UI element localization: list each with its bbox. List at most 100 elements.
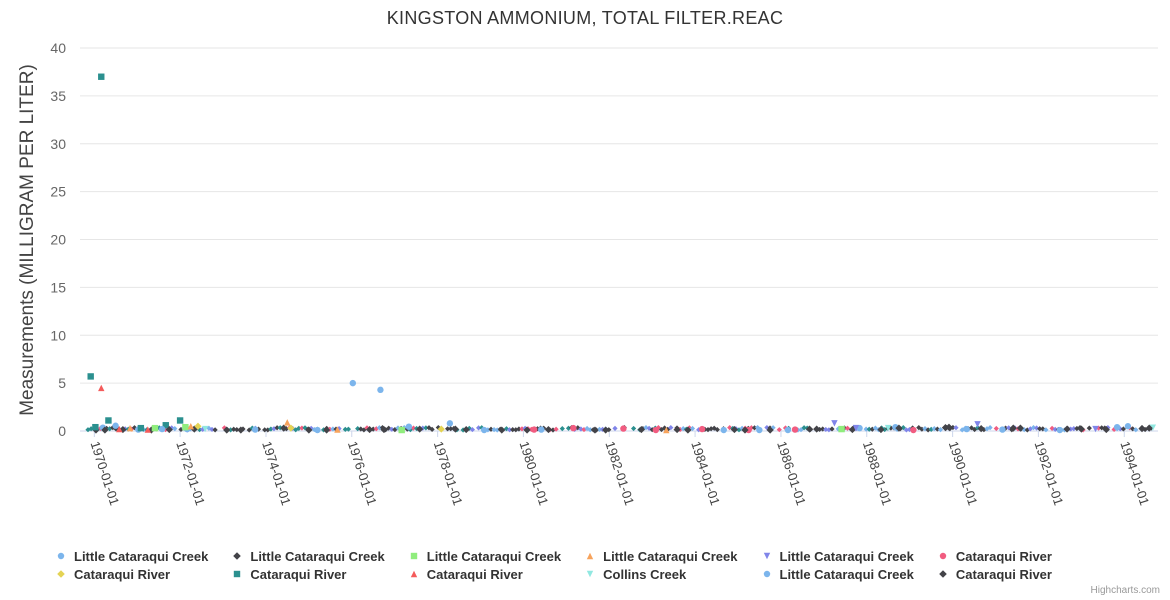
baseline-point: [937, 427, 944, 433]
legend-label: Cataraqui River: [426, 566, 523, 582]
baseline-point: [736, 427, 742, 433]
x-tick-label: 1972-01-01: [173, 439, 208, 507]
baseline-point: [931, 426, 937, 432]
baseline-point: [308, 425, 314, 431]
data-point: [730, 425, 739, 434]
data-point: [349, 379, 357, 387]
baseline-point: [448, 426, 454, 432]
legend-item[interactable]: Cataraqui River: [936, 548, 1052, 564]
y-tick-label: 25: [50, 184, 66, 200]
data-point: [1009, 424, 1017, 432]
data-point: [398, 426, 405, 434]
baseline-point: [798, 427, 804, 433]
legend-item[interactable]: Little Cataraqui Creek: [407, 548, 561, 564]
legend-item[interactable]: Little Cataraqui Creek: [230, 548, 385, 564]
baseline-point: [1133, 427, 1139, 433]
baseline-point: [469, 426, 475, 433]
legend-item[interactable]: Little Cataraqui Creek: [760, 548, 914, 564]
data-point: [884, 424, 892, 432]
legend-item[interactable]: Cataraqui River: [407, 566, 561, 582]
baseline-point: [900, 425, 906, 431]
baseline-point: [820, 426, 826, 432]
baseline-point: [919, 426, 925, 432]
legend-item[interactable]: Little Cataraqui Creek: [54, 548, 208, 564]
legend-item[interactable]: Cataraqui River: [54, 566, 208, 582]
data-point: [852, 424, 860, 432]
x-tick-label: 1986-01-01: [774, 439, 809, 507]
data-point: [637, 425, 645, 434]
data-point: [305, 426, 313, 434]
baseline-point: [776, 427, 782, 433]
baseline-point: [643, 425, 649, 431]
data-point: [190, 425, 198, 433]
data-point: [813, 425, 821, 433]
data-point: [756, 426, 763, 434]
baseline-point: [575, 425, 581, 431]
baseline-point: [596, 426, 603, 432]
baseline-point: [801, 425, 807, 431]
data-point: [237, 426, 245, 434]
baseline-point: [953, 425, 959, 431]
baseline-point: [1068, 426, 1074, 432]
baseline-point: [265, 427, 271, 433]
x-tick-label: 1978-01-01: [431, 439, 466, 507]
legend-symbol: [763, 552, 770, 560]
baseline-point: [277, 425, 283, 431]
data-point: [187, 423, 194, 430]
x-tick-label: 1994-01-01: [1117, 439, 1152, 507]
baseline-point: [414, 425, 420, 432]
data-point: [963, 425, 970, 433]
x-tick-label: 1988-01-01: [860, 439, 895, 507]
legend-label: Little Cataraqui Creek: [74, 548, 209, 564]
baseline-point: [110, 425, 116, 431]
credits-link[interactable]: Highcharts.com: [1090, 585, 1160, 596]
legend-marker-icon: [583, 549, 597, 563]
baseline-point: [172, 426, 178, 432]
baseline-point: [578, 426, 584, 432]
baseline-point: [869, 426, 875, 432]
data-point: [1077, 425, 1085, 433]
data-point: [405, 423, 413, 430]
baseline-point: [1071, 426, 1077, 432]
legend-label: Little Cataraqui Creek: [779, 566, 914, 582]
baseline-point: [829, 426, 835, 432]
legend-symbol: [410, 570, 417, 578]
baseline-point: [373, 426, 379, 432]
chart-title: KINGSTON AMMONIUM, TOTAL FILTER.REAC: [386, 8, 784, 28]
baseline-point: [88, 426, 94, 432]
legend-item[interactable]: Cataraqui River: [230, 566, 384, 582]
data-point: [498, 426, 506, 434]
legend: Little Cataraqui Creek Little Cataraqui C…: [54, 548, 1144, 582]
data-point: [838, 425, 845, 433]
data-point: [684, 426, 692, 434]
y-tick-label: 15: [50, 279, 66, 295]
legend-symbol: [586, 552, 594, 560]
baseline-point: [162, 427, 169, 433]
baseline-point: [262, 427, 268, 433]
baseline-point: [293, 427, 299, 433]
x-tick-label: 1970-01-01: [87, 439, 122, 507]
legend-item[interactable]: Little Cataraqui Creek: [583, 548, 738, 564]
baseline-point: [522, 425, 528, 431]
data-point: [945, 423, 953, 431]
baseline-point: [234, 426, 240, 433]
baseline-point: [386, 425, 392, 431]
data-point: [116, 425, 123, 433]
legend-symbol: [57, 552, 65, 560]
y-tick-label: 35: [50, 88, 66, 104]
baseline-point: [345, 426, 351, 432]
legend-item[interactable]: Collins Creek: [583, 566, 737, 582]
baseline-point: [959, 427, 965, 433]
legend-item[interactable]: Cataraqui River: [936, 566, 1052, 582]
baseline-point: [476, 425, 482, 431]
legend-item[interactable]: Little Cataraqui Creek: [760, 566, 914, 582]
data-point: [1113, 423, 1121, 431]
baseline-point: [1052, 426, 1058, 433]
baseline-point: [197, 427, 203, 433]
baseline-point: [206, 425, 212, 431]
baseline-point: [993, 425, 999, 432]
data-point: [137, 424, 145, 432]
baseline-point: [903, 427, 909, 433]
baseline-point: [516, 426, 522, 432]
baseline-point: [299, 425, 305, 431]
